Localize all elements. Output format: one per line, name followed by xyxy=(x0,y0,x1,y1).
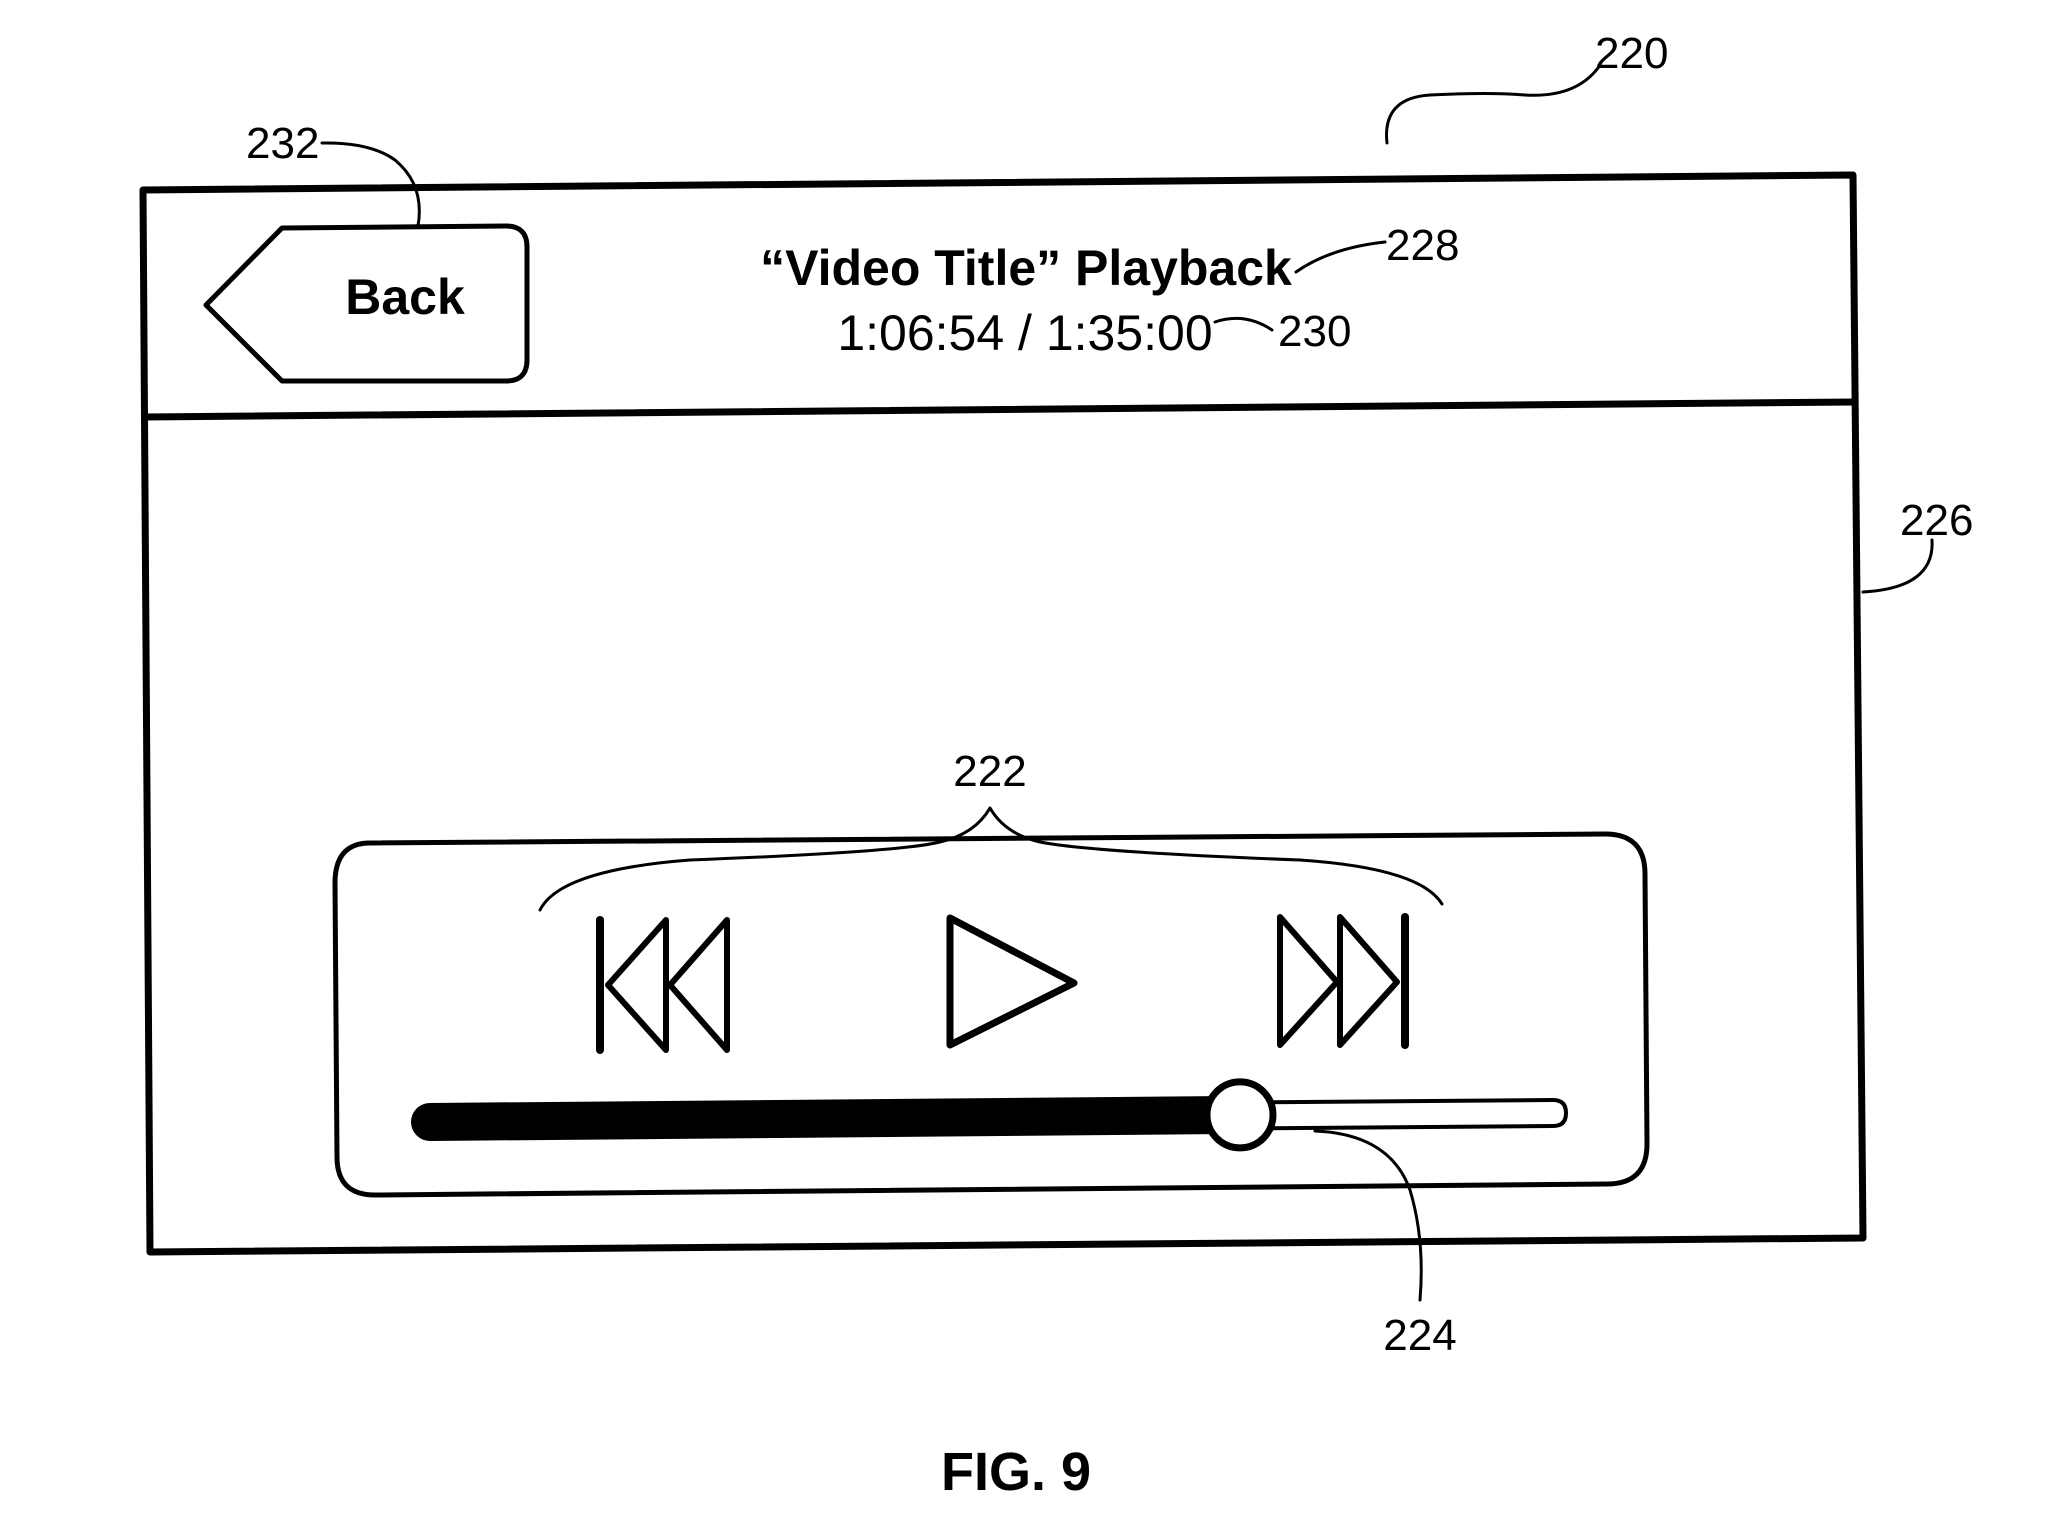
ref-232: 232 xyxy=(246,119,319,168)
skip-back-button[interactable] xyxy=(600,920,727,1050)
ref-224: 224 xyxy=(1383,1311,1456,1360)
controls-bracket xyxy=(540,808,1442,910)
progress-thumb[interactable] xyxy=(1207,1082,1273,1148)
leader-line-228 xyxy=(1296,242,1385,272)
skip-forward-icon xyxy=(1280,917,1405,1045)
ref-230: 230 xyxy=(1278,307,1351,356)
header-divider xyxy=(146,402,1855,417)
progress-bar[interactable] xyxy=(430,1082,1566,1148)
back-button-label: Back xyxy=(345,269,465,325)
leader-line-226 xyxy=(1863,540,1932,592)
playback-time: 1:06:54 / 1:35:00 xyxy=(837,305,1212,361)
ref-228: 228 xyxy=(1386,221,1459,270)
leader-line-230 xyxy=(1215,318,1272,330)
ref-220: 220 xyxy=(1595,29,1668,78)
play-icon xyxy=(950,918,1074,1045)
leader-line-224 xyxy=(1315,1131,1421,1300)
play-button[interactable] xyxy=(950,918,1074,1045)
skip-forward-button[interactable] xyxy=(1280,917,1405,1045)
figure-label: FIG. 9 xyxy=(941,1442,1091,1502)
progress-fill xyxy=(430,1115,1240,1122)
skip-back-icon xyxy=(600,920,727,1050)
leader-line-220 xyxy=(1387,68,1598,143)
back-button[interactable]: Back xyxy=(206,226,527,381)
video-title: “Video Title” Playback xyxy=(760,240,1292,296)
control-panel xyxy=(335,834,1647,1195)
ref-226: 226 xyxy=(1900,496,1973,545)
ref-222: 222 xyxy=(953,747,1026,796)
